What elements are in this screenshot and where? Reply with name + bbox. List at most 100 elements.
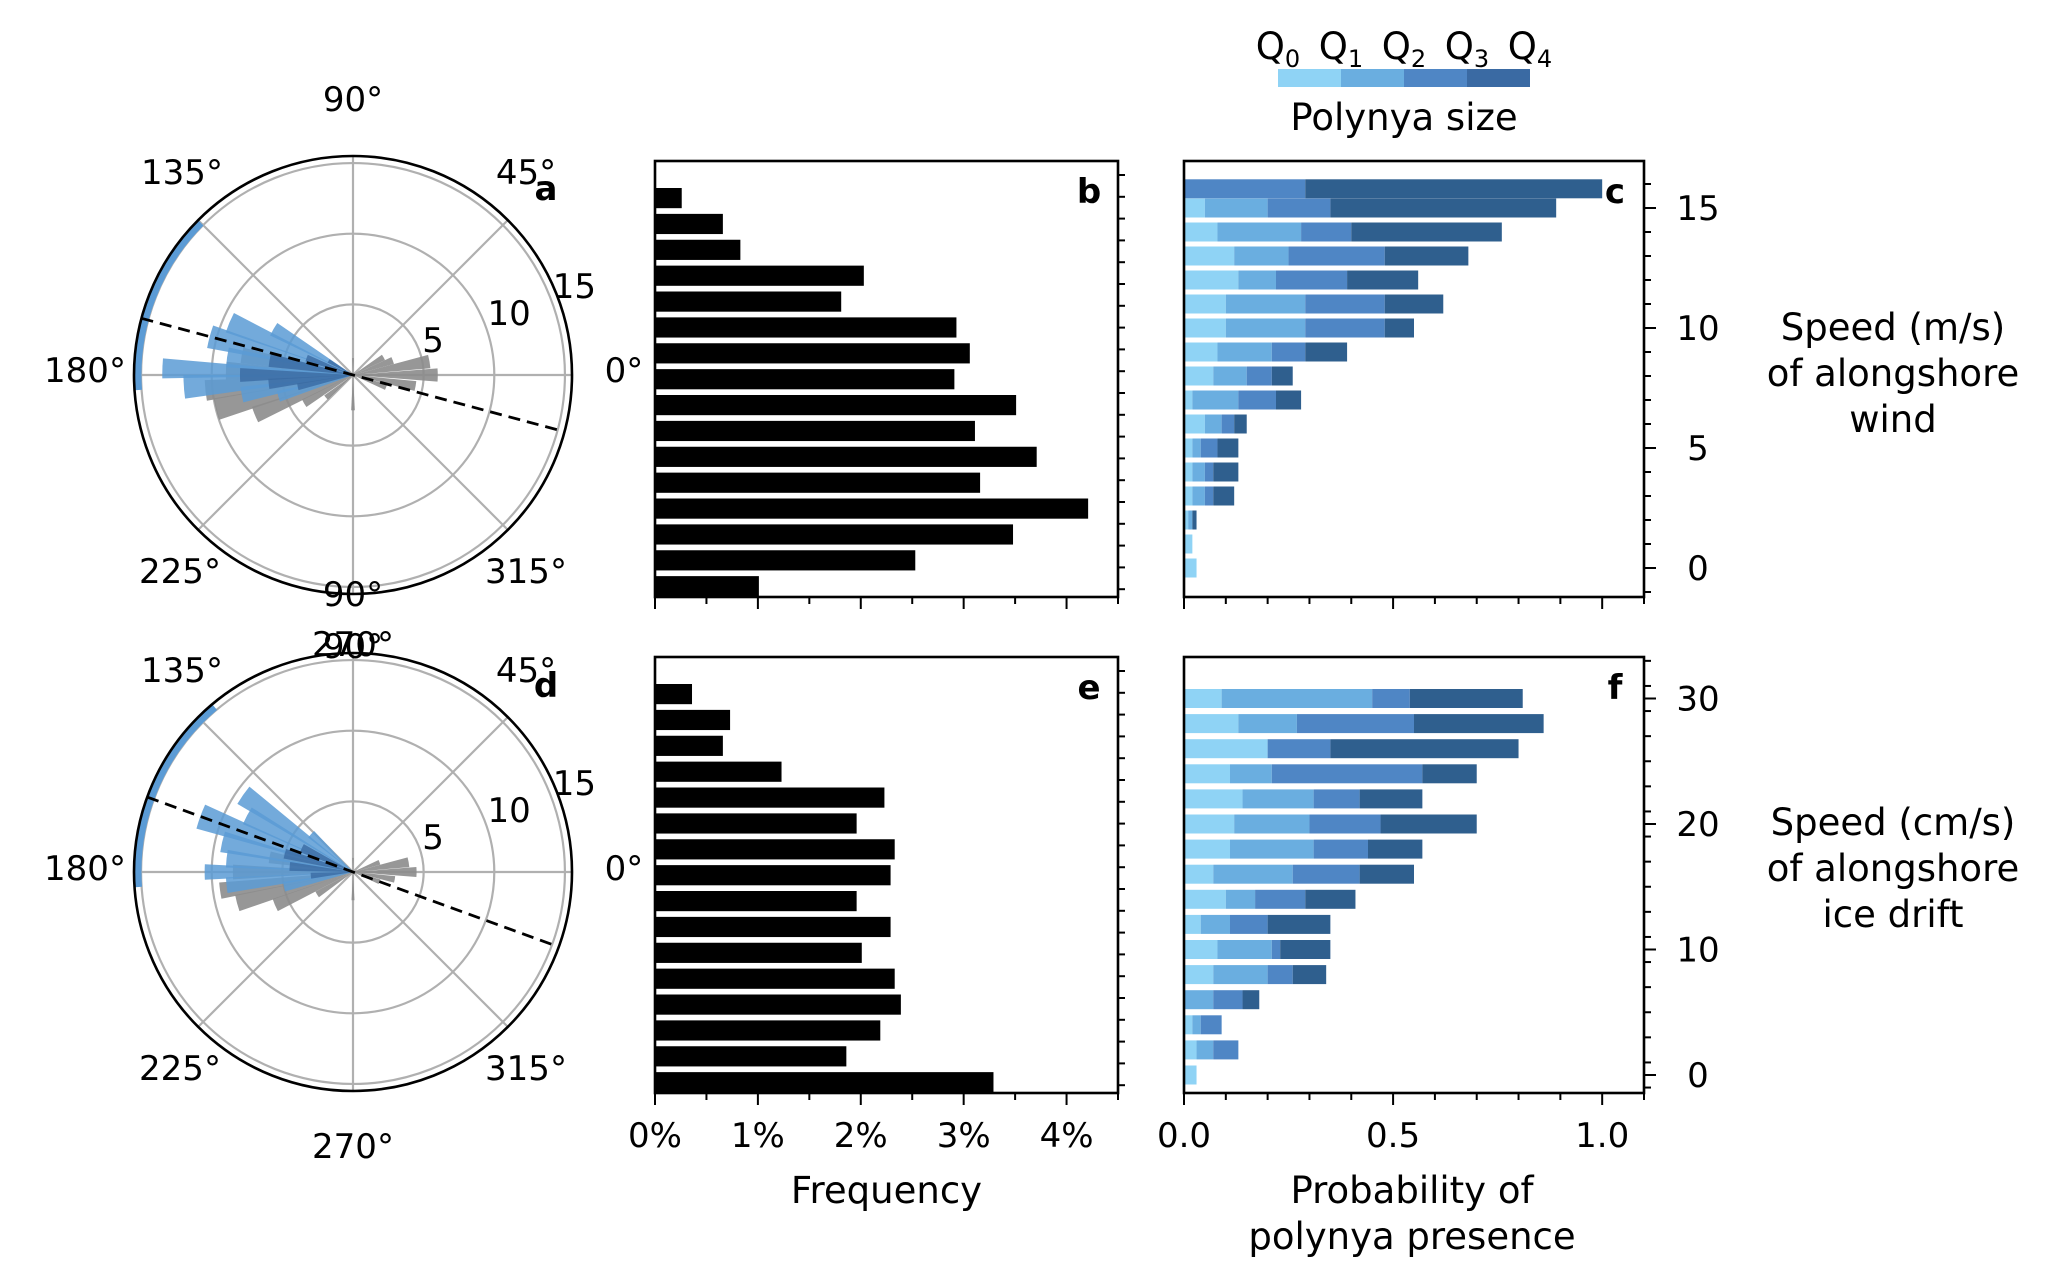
polar-theta-tick-label: 270° xyxy=(312,1127,394,1167)
prob-bar-segment-q3 xyxy=(1368,839,1423,859)
x-tick-label: 4% xyxy=(1040,1116,1094,1156)
panel-letter: d xyxy=(534,666,558,706)
polar-grid-spoke xyxy=(197,219,354,376)
prob-bar-segment-q0 xyxy=(1184,814,1235,834)
prob-bar-segment-q2 xyxy=(1276,270,1348,290)
prob-bar-segment-q0 xyxy=(1184,510,1189,530)
prob-bar-segment-q3 xyxy=(1384,246,1469,266)
freq-bar xyxy=(656,291,842,312)
axes-frame xyxy=(1182,159,1646,599)
prob-bar-segment-q1 xyxy=(1234,814,1310,834)
prob-bar-segment-q3 xyxy=(1330,198,1557,218)
prob-bar-segment-q0 xyxy=(1184,222,1218,242)
x-tick-label: 0% xyxy=(628,1116,682,1156)
legend-swatch-q3 xyxy=(1467,69,1530,87)
prob-bar-segment-q1 xyxy=(1192,1015,1201,1035)
y-tick-label: 5 xyxy=(1687,429,1709,469)
prob-bar-segment-q2 xyxy=(1313,839,1368,859)
freq-bar xyxy=(656,942,862,963)
prob-bar-segment-q0 xyxy=(1184,689,1222,708)
legend-swatch-q2 xyxy=(1404,69,1467,87)
prob-bar-segment-q0 xyxy=(1184,342,1218,362)
panel-d-polar-ice: 5 10 15 0° 45° 90° 135° 180° 225° 270° 315° d xyxy=(44,627,643,1167)
prob-bar-segment-q3 xyxy=(1330,739,1519,759)
rose-wedge-gray xyxy=(353,357,394,375)
prob-bar-segment-q1 xyxy=(1238,714,1297,734)
prob-bar-segment-q1 xyxy=(1200,914,1230,934)
prob-bar-segment-q0 xyxy=(1184,270,1239,290)
y-tick-label: 10 xyxy=(1676,931,1719,971)
prob-bar-segment-q1 xyxy=(1192,462,1205,482)
prob-bar-segment-q0 xyxy=(1184,246,1235,266)
rose-wedge-blue xyxy=(276,375,353,402)
freq-bar xyxy=(656,395,1017,416)
freq-bar xyxy=(656,343,970,364)
rose-wedge-blue xyxy=(327,359,353,375)
y-axis-label-line: Speed (m/s) xyxy=(1781,306,2005,349)
prob-bar-segment-q0 xyxy=(1184,739,1268,759)
prob-bar-segment-q0 xyxy=(1184,294,1226,314)
prob-bar-segment-q2 xyxy=(1271,940,1281,959)
rose-wedge-blue xyxy=(308,831,353,872)
freq-bar xyxy=(656,576,759,597)
prob-bar-segment-q0 xyxy=(1184,462,1193,482)
polar-grid-spoke xyxy=(197,871,354,1028)
polar-grid-spoke xyxy=(352,219,509,376)
freq-bar xyxy=(656,550,916,571)
prob-bar-segment-q3 xyxy=(1292,965,1327,985)
panel-letter: a xyxy=(535,169,558,209)
prob-bar-segment-q1 xyxy=(1225,294,1306,314)
prob-bar-segment-q1 xyxy=(1217,940,1272,959)
rose-wedge-gray xyxy=(351,872,355,901)
prob-bar-segment-q0 xyxy=(1184,864,1214,884)
legend-title: Polynya size xyxy=(1290,96,1517,139)
polar-theta-tick-label: 45° xyxy=(496,651,556,691)
prob-bar-segment-q0 xyxy=(1184,438,1193,458)
prob-bar-segment-q1 xyxy=(1192,438,1201,458)
y-tick-label: 15 xyxy=(1676,189,1719,229)
panel-b-frequency-wind: b xyxy=(653,159,1125,609)
prob-bar-segment-q3 xyxy=(1384,318,1414,338)
x-tick-label: 1.0 xyxy=(1575,1116,1629,1156)
rose-wedge-gray xyxy=(353,857,410,872)
prob-bar-segment-q1 xyxy=(1230,764,1272,784)
prob-bar-segment-q3 xyxy=(1380,814,1477,834)
prob-bar-segment-q2 xyxy=(1296,714,1414,734)
prob-bar-segment-q1 xyxy=(1213,965,1268,985)
prob-bar-segment-q2 xyxy=(1267,965,1293,985)
prob-bar-segment-q2 xyxy=(1267,198,1331,218)
polar-theta-tick-label: 180° xyxy=(44,849,126,889)
legend-label-q3: Q3 xyxy=(1445,25,1489,73)
prob-bar-segment-q3 xyxy=(1276,390,1302,410)
y-tick-label: 30 xyxy=(1676,680,1719,720)
prob-bar-segment-q1 xyxy=(1217,342,1272,362)
prob-bar-segment-q2 xyxy=(1372,689,1410,708)
prob-bar-segment-q0 xyxy=(1184,414,1205,434)
prob-bar-segment-q1 xyxy=(1217,222,1302,242)
axes-frame xyxy=(1182,655,1646,1095)
rose-wedge-blue xyxy=(225,849,353,872)
rose-wedge-blue xyxy=(300,844,353,872)
polar-r-tick-label: 15 xyxy=(553,764,596,804)
panel-e-frequency-ice: 0% 1% 2% 3% 4% Frequency e xyxy=(628,655,1125,1212)
polar-theta-tick-label: 0° xyxy=(605,849,644,889)
rose-wedge-gray xyxy=(352,857,354,872)
rose-wedge-blue xyxy=(204,864,353,880)
freq-bar xyxy=(656,265,864,286)
rose-wedge-blue xyxy=(242,807,353,872)
freq-bar xyxy=(656,839,895,860)
prob-bar-segment-q3 xyxy=(1305,889,1356,909)
rose-wedge-gray xyxy=(353,867,417,877)
prob-bar-segment-q1 xyxy=(1192,390,1239,410)
prob-bar-segment-q0 xyxy=(1184,198,1205,218)
polar-r-tick-label: 10 xyxy=(488,294,531,334)
prob-bar-segment-q2 xyxy=(1213,1040,1239,1060)
rose-wedge-blue xyxy=(297,375,353,391)
freq-bar xyxy=(656,891,857,912)
x-tick-label: 3% xyxy=(937,1116,991,1156)
polar-theta-tick-label: 135° xyxy=(141,153,223,193)
rose-wedge-blue xyxy=(310,872,353,879)
prob-bar-segment-q3 xyxy=(1359,789,1423,809)
prob-bar-segment-q1 xyxy=(1242,789,1314,809)
prob-bar-segment-q2 xyxy=(1200,438,1218,458)
